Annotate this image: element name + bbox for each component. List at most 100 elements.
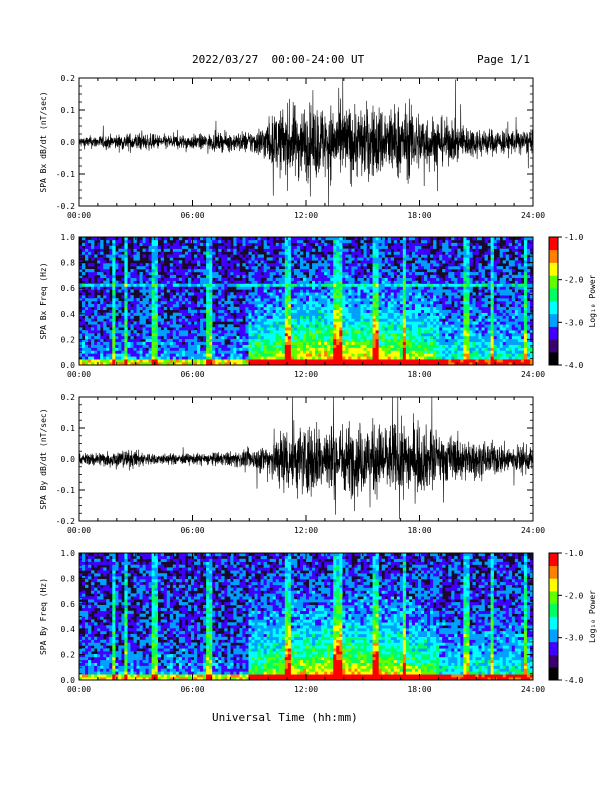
- y-tick-label: 0.4: [61, 310, 76, 319]
- colorbar-segment: [549, 612, 558, 615]
- page-title: 2022/03/27 00:00-24:00 UT: [192, 53, 365, 66]
- colorbar-segment: [549, 574, 558, 577]
- colorbar-segment: [549, 241, 558, 244]
- colorbar-segment: [549, 629, 558, 632]
- x-axis-label: Universal Time (hh:mm): [212, 711, 358, 724]
- colorbar-segment: [549, 582, 558, 586]
- y-tick-label: -0.1: [56, 486, 75, 495]
- colorbar-segment: [549, 646, 558, 649]
- colorbar-segment: [549, 279, 558, 283]
- colorbar-segment: [549, 307, 558, 310]
- colorbar-segment: [549, 557, 558, 560]
- y-axis-label: SPA Bx Freq (Hz): [39, 262, 48, 339]
- colorbar-segment: [549, 665, 558, 668]
- colorbar-segment: [549, 266, 558, 270]
- colorbar-segment: [549, 290, 558, 293]
- colorbar-segment: [549, 283, 558, 287]
- colorbar-segment: [549, 254, 558, 257]
- x-tick-label: 24:00: [521, 211, 545, 220]
- colorbar-segment: [549, 669, 558, 672]
- y-tick-label: 0.6: [61, 284, 76, 293]
- y-tick-label: 0.2: [61, 335, 76, 344]
- y-axis-label: SPA Bx dB/dt (nT/sec): [39, 91, 48, 192]
- colorbar-segment: [549, 318, 558, 321]
- y-tick-label: 0.1: [61, 106, 76, 115]
- colorbar-segment: [549, 599, 558, 602]
- colorbar-segment: [549, 296, 558, 300]
- x-tick-label: 24:00: [521, 685, 545, 694]
- colorbar-segment: [549, 343, 558, 347]
- colorbar-segment: [549, 247, 558, 251]
- colorbar-segment: [549, 593, 558, 596]
- colorbar-segment: [549, 237, 558, 240]
- colorbar-segment: [549, 269, 558, 272]
- colorbar-segment: [549, 637, 558, 641]
- colorbar-segment: [549, 298, 558, 302]
- colorbar: -1.0 -2.0 -3.0 -4.0 Log₁₀ Power: [548, 233, 597, 370]
- colorbar-segment: [549, 313, 558, 317]
- colorbar-segment: [549, 584, 558, 588]
- bx-timeseries-panel: 00:00 06:00 12:00 18:00 24:00 -0.2 -0.1 0.0 0.1 0…: [39, 74, 545, 220]
- colorbar-segment: [549, 347, 558, 351]
- x-tick-label: 12:00: [294, 526, 318, 535]
- colorbar-segment: [549, 641, 558, 645]
- colorbar-segment: [549, 341, 558, 344]
- colorbar-segment: [549, 345, 558, 349]
- y-tick-label: 0.4: [61, 625, 76, 634]
- colorbar-frame: [548, 236, 559, 366]
- colorbar-segment: [549, 271, 558, 274]
- colorbar-segment: [549, 652, 558, 655]
- colorbar-segment: [549, 301, 558, 304]
- colorbar-segment: [549, 553, 558, 556]
- colorbar-segment: [549, 563, 558, 566]
- colorbar-segment: [549, 576, 558, 579]
- colorbar-segment: [549, 335, 558, 338]
- colorbar-segment: [549, 360, 558, 364]
- colorbar: -1.0 -2.0 -3.0 -4.0 Log₁₀ Power: [548, 549, 597, 685]
- colorbar-segment: [549, 561, 558, 564]
- colorbar-segment: [549, 326, 558, 330]
- x-tick-label: 12:00: [294, 370, 318, 379]
- colorbar-segment: [549, 627, 558, 630]
- colorbar-segment: [549, 624, 558, 628]
- x-tick-label: 00:00: [67, 526, 91, 535]
- colorbar-segment: [549, 644, 558, 647]
- colorbar-tick-label: -3.0: [564, 318, 583, 327]
- colorbar-segment: [549, 648, 558, 651]
- y-tick-label: 0.6: [61, 600, 76, 609]
- y-tick-label: 1.0: [61, 233, 76, 242]
- spectrogram-cells: [79, 553, 534, 681]
- colorbar-segment: [549, 309, 558, 312]
- colorbar-segment: [549, 350, 558, 353]
- colorbar-segment: [549, 591, 558, 594]
- y-tick-label: 0.2: [61, 74, 76, 83]
- colorbar-segment: [549, 286, 558, 289]
- bx-spectrogram-panel: -1.0 -2.0 -3.0 -4.0 Log₁₀ Power 00:00 06:00 12:…: [39, 233, 597, 379]
- colorbar-segment: [549, 315, 558, 319]
- colorbar-frame: [548, 552, 559, 681]
- series-line: [79, 397, 533, 520]
- y-tick-label: 0.0: [61, 361, 76, 370]
- colorbar-segment: [549, 362, 558, 366]
- colorbar-segment: [549, 588, 558, 592]
- colorbar-segment: [549, 273, 558, 276]
- x-tick-label: 18:00: [407, 370, 431, 379]
- colorbar-segment: [549, 614, 558, 617]
- colorbar-tick-label: -3.0: [564, 634, 583, 643]
- colorbar-tick-label: -4.0: [564, 361, 583, 370]
- colorbar-segment: [549, 277, 558, 280]
- colorbar-segment: [549, 275, 558, 278]
- colorbar-segment: [549, 572, 558, 575]
- colorbar-segment: [549, 264, 558, 268]
- page-number: Page 1/1: [477, 53, 530, 66]
- colorbar-segment: [549, 249, 558, 253]
- colorbar-segment: [549, 603, 558, 607]
- x-tick-label: 24:00: [521, 370, 545, 379]
- colorbar-segment: [549, 339, 558, 342]
- x-tick-label: 06:00: [180, 526, 204, 535]
- colorbar-label: Log₁₀ Power: [588, 590, 597, 643]
- y-tick-label: 0.1: [61, 424, 76, 433]
- colorbar-segment: [549, 565, 558, 569]
- colorbar-segment: [549, 559, 558, 562]
- colorbar-segment: [549, 654, 558, 658]
